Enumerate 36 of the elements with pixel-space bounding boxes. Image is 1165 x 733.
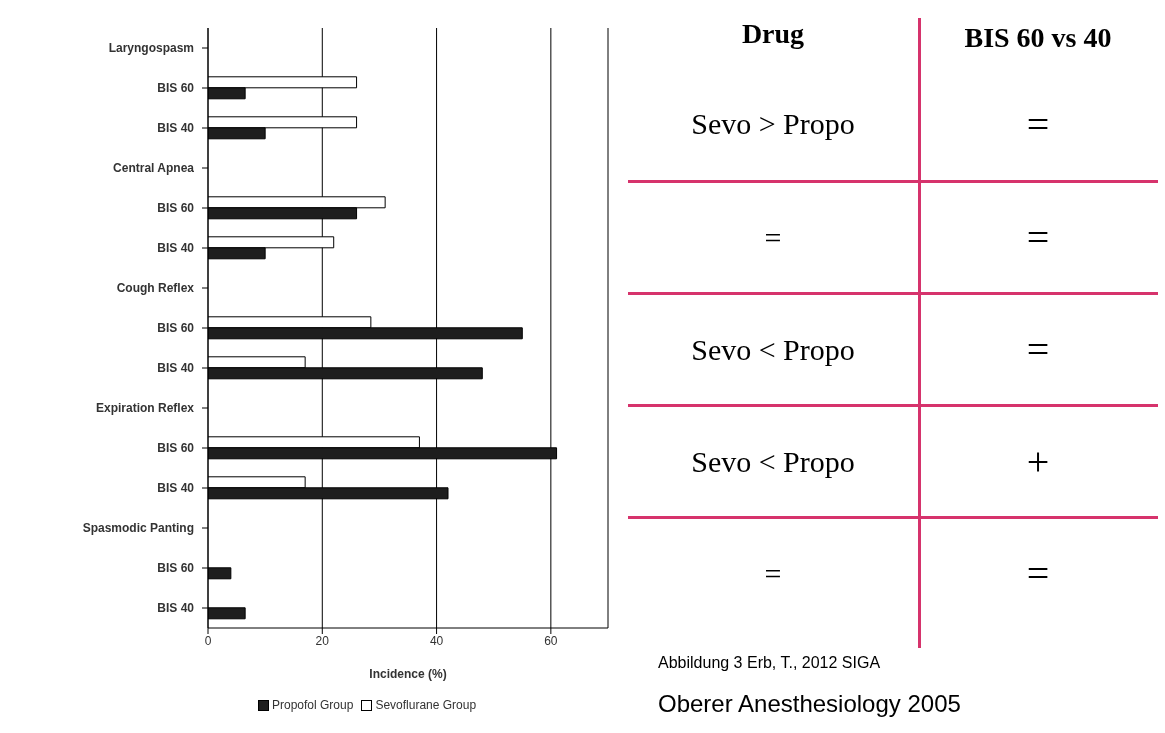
- y-tick-label: BIS 60: [157, 561, 195, 575]
- y-tick-label: BIS 40: [157, 241, 195, 255]
- y-tick-label: Spasmodic Panting: [82, 521, 194, 535]
- y-tick-label: BIS 40: [157, 601, 195, 615]
- text: =: [1025, 100, 1051, 148]
- y-tick-label: BIS 60: [157, 201, 195, 215]
- y-tick-label: BIS 60: [157, 321, 195, 335]
- y-tick-label: Cough Reflex: [116, 281, 195, 295]
- y-tick-label: BIS 40: [157, 481, 195, 495]
- x-axis-title: Incidence (%): [369, 667, 447, 681]
- text: +: [1025, 438, 1051, 485]
- y-tick-label: BIS 40: [157, 361, 195, 375]
- text: Sevo < Propo: [690, 444, 856, 479]
- x-tick-label: 20: [315, 633, 330, 648]
- text: BIS 60 vs 40: [963, 21, 1113, 55]
- text: Sevo > Propo: [690, 107, 856, 141]
- x-tick-label: 60: [544, 633, 558, 648]
- text: Abbildung 3 Erb, T., 2012 SIGA: [658, 654, 881, 672]
- x-tick-label: 40: [429, 633, 444, 648]
- y-tick-label: BIS 40: [157, 121, 195, 135]
- text: =: [763, 556, 783, 591]
- text: Oberer Anesthesiology 2005: [658, 690, 961, 718]
- text: =: [1025, 550, 1051, 597]
- y-tick-label: BIS 60: [157, 81, 195, 95]
- text: Drug: [740, 17, 806, 51]
- y-tick-label: BIS 60: [157, 441, 195, 455]
- legend-label: Propofol Group: [271, 698, 354, 712]
- text: =: [1025, 326, 1051, 373]
- x-tick-label: 0: [204, 633, 212, 648]
- y-tick-label: Central Apnea: [113, 161, 195, 175]
- y-tick-label: Expiration Reflex: [95, 401, 195, 415]
- y-tick-label: Laryngospasm: [108, 41, 194, 55]
- legend-label: Sevoflurane Group: [374, 698, 477, 712]
- text: =: [1025, 214, 1051, 261]
- text: Sevo < Propo: [690, 332, 856, 367]
- text: =: [763, 220, 783, 255]
